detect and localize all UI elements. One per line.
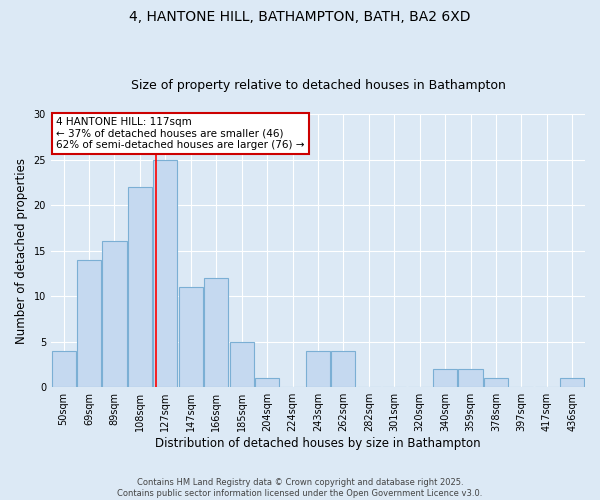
Bar — [179, 287, 203, 387]
Bar — [458, 369, 482, 387]
Bar — [103, 242, 127, 387]
Bar — [153, 160, 178, 387]
Text: Contains HM Land Registry data © Crown copyright and database right 2025.
Contai: Contains HM Land Registry data © Crown c… — [118, 478, 482, 498]
Bar — [77, 260, 101, 387]
Bar — [128, 187, 152, 387]
Bar — [306, 351, 330, 387]
Y-axis label: Number of detached properties: Number of detached properties — [15, 158, 28, 344]
Text: 4 HANTONE HILL: 117sqm
← 37% of detached houses are smaller (46)
62% of semi-det: 4 HANTONE HILL: 117sqm ← 37% of detached… — [56, 116, 305, 150]
Bar — [560, 378, 584, 387]
Bar — [230, 342, 254, 387]
Bar — [331, 351, 355, 387]
Bar — [484, 378, 508, 387]
Bar — [204, 278, 229, 387]
Title: Size of property relative to detached houses in Bathampton: Size of property relative to detached ho… — [131, 79, 505, 92]
Bar — [433, 369, 457, 387]
Bar — [52, 351, 76, 387]
Text: 4, HANTONE HILL, BATHAMPTON, BATH, BA2 6XD: 4, HANTONE HILL, BATHAMPTON, BATH, BA2 6… — [129, 10, 471, 24]
Bar — [255, 378, 279, 387]
X-axis label: Distribution of detached houses by size in Bathampton: Distribution of detached houses by size … — [155, 437, 481, 450]
